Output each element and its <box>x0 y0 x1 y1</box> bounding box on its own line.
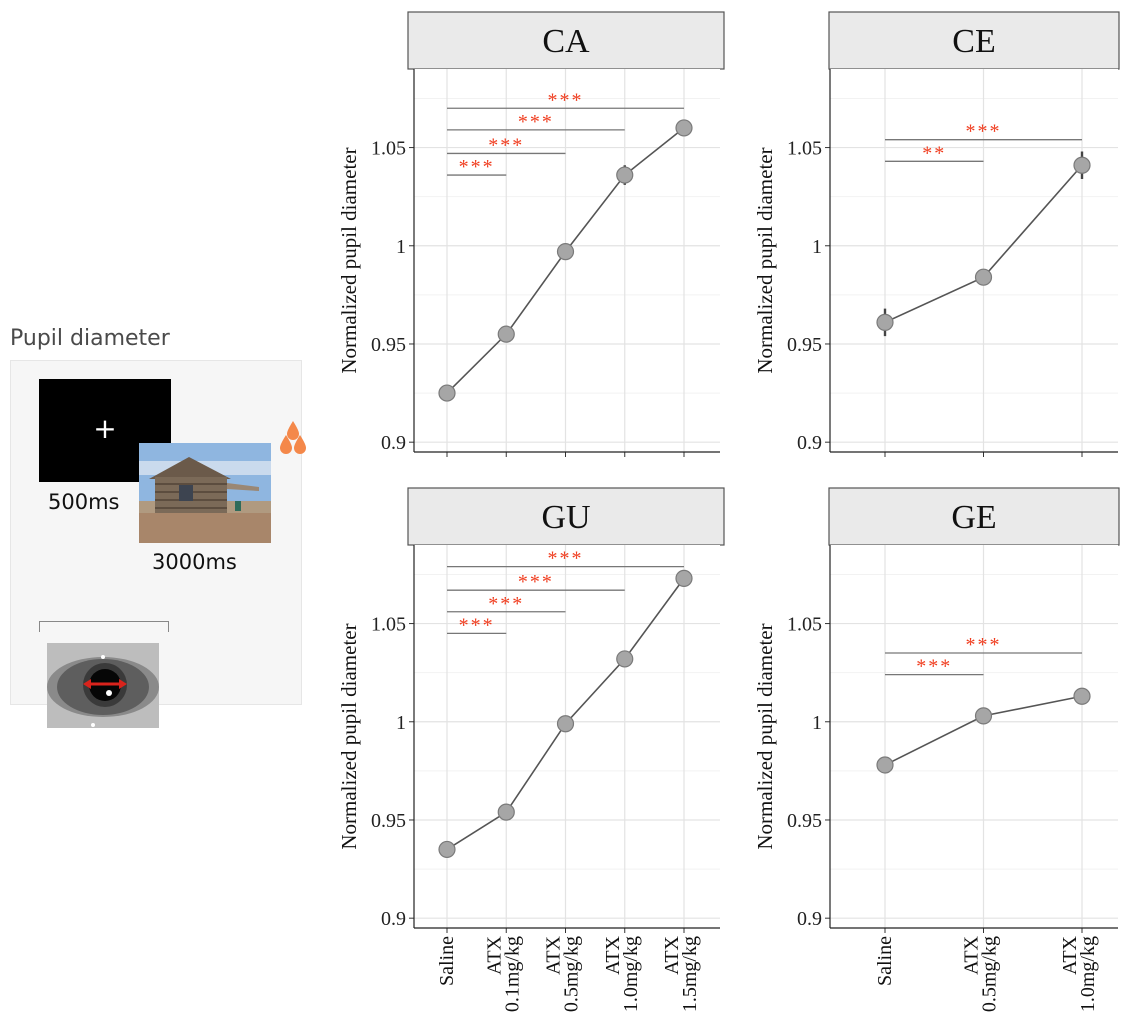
x-tick-label: Saline <box>874 936 896 986</box>
x-tick-label-line: 0.1mg/kg <box>501 936 523 1012</box>
chart-gu: GU 0.9 0.95 1 1.05 Normalized pupil diameter *… <box>337 487 725 1012</box>
timeline-bracket <box>39 621 169 632</box>
scene-photo-icon <box>139 443 271 543</box>
x-tick-label: ATX1.0mg/kg <box>1059 935 1099 1012</box>
x-tick-label: ATX0.5mg/kg <box>961 935 1001 1012</box>
significance-label: ** <box>922 142 946 164</box>
y-axis-label: Normalized pupil diameter <box>753 623 777 849</box>
stimulus-panel: Pupil diameter + <box>0 320 310 728</box>
y-axis-label: Normalized pupil diameter <box>753 147 777 373</box>
y-tick-label: 1 <box>812 236 822 258</box>
significance-label: *** <box>548 548 584 570</box>
facet-strip <box>828 11 1120 70</box>
y-axis-label: Normalized pupil diameter <box>337 623 361 849</box>
y-tick-label: 0.95 <box>371 810 406 832</box>
x-tick-label-line: ATX <box>483 935 505 974</box>
y-tick-label: 1 <box>812 712 822 734</box>
plot-panel <box>830 545 1118 928</box>
data-point <box>876 756 894 774</box>
data-point <box>497 803 515 821</box>
facet-title: CE <box>952 23 995 60</box>
facet-strip <box>407 487 725 546</box>
x-tick-label-line: 0.5mg/kg <box>561 936 583 1012</box>
fixation-duration-label: 500ms <box>48 490 120 514</box>
significance-label: *** <box>488 593 524 615</box>
data-point <box>1073 687 1091 705</box>
fixation-cross-icon: + <box>93 412 117 445</box>
data-point <box>1073 156 1091 174</box>
x-tick-label-line: ATX <box>961 935 983 974</box>
significance-label: *** <box>488 134 524 156</box>
panel-title: Pupil diameter <box>10 326 170 351</box>
y-tick-label: 0.9 <box>381 432 406 454</box>
x-tick-label: ATX0.5mg/kg <box>543 935 583 1012</box>
x-tick-label: ATX1.5mg/kg <box>661 935 701 1012</box>
y-tick-label: 0.95 <box>371 334 406 356</box>
significance-label: *** <box>916 656 952 678</box>
significance-label: *** <box>459 156 495 178</box>
x-tick-label-line: ATX <box>661 935 683 974</box>
data-point <box>974 268 993 286</box>
x-tick-label-line: ATX <box>543 935 565 974</box>
x-tick-label: ATX1.0mg/kg <box>602 935 642 1012</box>
data-point <box>675 119 693 137</box>
x-tick-label-line: 0.5mg/kg <box>979 936 1001 1012</box>
x-tick-label-line: ATX <box>602 935 624 974</box>
eye-icon <box>47 643 159 728</box>
y-tick-label: 1.05 <box>787 614 822 636</box>
plot-panel <box>414 545 720 928</box>
y-tick-label: 0.9 <box>797 432 822 454</box>
x-tick-label-line: Saline <box>436 936 458 986</box>
significance-label: *** <box>548 89 584 111</box>
y-axis-label: Normalized pupil diameter <box>337 147 361 373</box>
data-point <box>556 243 575 261</box>
significance-label: *** <box>518 111 554 133</box>
significance-label: *** <box>459 614 495 636</box>
x-tick-label-line: 1.5mg/kg <box>679 936 701 1012</box>
significance-label: *** <box>966 634 1002 656</box>
facet-strip <box>407 11 725 70</box>
y-tick-label: 0.95 <box>787 810 822 832</box>
significance-label: *** <box>966 121 1002 143</box>
drop-cluster-icon <box>279 421 309 462</box>
data-point <box>616 166 634 184</box>
x-tick-label-line: Saline <box>874 936 896 986</box>
x-tick-label: Saline <box>436 936 458 986</box>
facet-title: GE <box>951 499 996 536</box>
y-tick-label: 0.9 <box>797 908 822 930</box>
paradigm-illustration: + <box>10 360 306 728</box>
facet-strip <box>828 487 1120 546</box>
data-point <box>438 840 456 859</box>
chart-ce: CE 0.9 0.95 1 1.05 Normalized pupil diameter *… <box>753 11 1120 457</box>
chart-ca: CA 0.9 0.95 1 1.05 Normalized pupil diameter *… <box>337 11 725 457</box>
chart-ge: GE 0.9 0.95 1 1.05 Normalized pupil diameter *… <box>753 487 1120 1012</box>
plot-panel <box>830 69 1118 452</box>
y-tick-label: 0.95 <box>787 334 822 356</box>
data-point <box>616 650 634 668</box>
data-point <box>556 715 575 733</box>
significance-label: *** <box>518 571 554 593</box>
plot-panel <box>414 69 720 452</box>
y-tick-label: 1.05 <box>371 614 406 636</box>
data-point <box>876 313 894 331</box>
x-tick-label-line: 1.0mg/kg <box>1077 936 1099 1012</box>
data-point <box>497 325 515 343</box>
y-tick-label: 1.05 <box>787 138 822 160</box>
image-duration-label: 3000ms <box>152 550 237 574</box>
y-tick-label: 1 <box>396 236 406 258</box>
x-tick-label: ATX0.1mg/kg <box>483 935 523 1012</box>
facet-title: CA <box>542 23 590 60</box>
x-tick-label-line: 1.0mg/kg <box>620 936 642 1012</box>
facet-title: GU <box>541 499 590 536</box>
y-tick-label: 1 <box>396 712 406 734</box>
x-tick-label-line: ATX <box>1059 935 1081 974</box>
data-point <box>438 384 456 402</box>
y-tick-label: 1.05 <box>371 138 406 160</box>
y-tick-label: 0.9 <box>381 908 406 930</box>
data-point <box>974 707 993 725</box>
data-point <box>675 569 693 587</box>
